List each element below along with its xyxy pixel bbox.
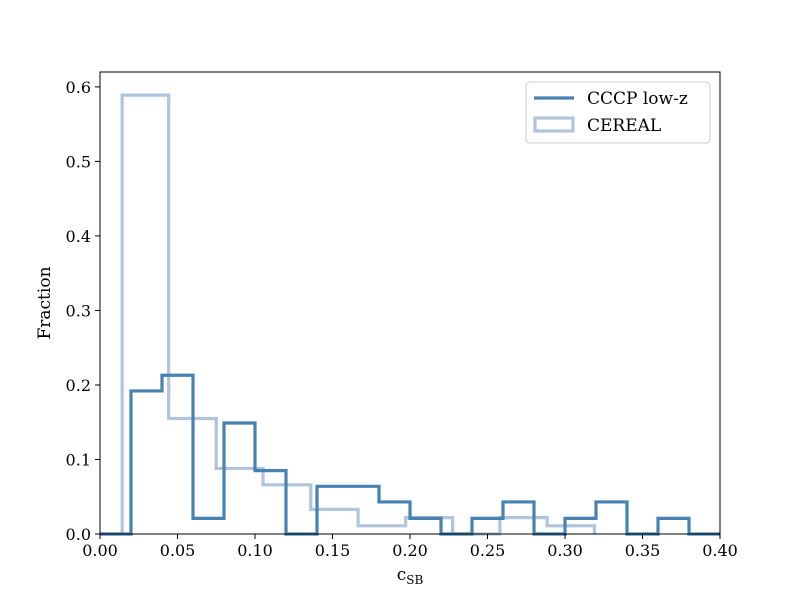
legend-swatch-cereal bbox=[533, 116, 575, 133]
x-axis-label-main: c bbox=[397, 565, 407, 585]
series-step-cccp-low-z bbox=[100, 373, 720, 536]
y-tick-label: 0.0 bbox=[66, 525, 91, 544]
x-tick-label: 0.15 bbox=[315, 541, 351, 560]
y-tick-label: 0.6 bbox=[66, 78, 91, 97]
x-axis-label: cSB bbox=[397, 565, 424, 587]
y-tick-label: 0.2 bbox=[66, 376, 91, 395]
y-tick-label: 0.4 bbox=[66, 227, 91, 246]
x-tick-label: 0.40 bbox=[702, 541, 738, 560]
y-tick-label: 0.1 bbox=[66, 450, 91, 469]
legend: CCCP low-z CEREAL bbox=[525, 81, 711, 144]
x-tick-label: 0.10 bbox=[237, 541, 273, 560]
legend-label-cereal: CEREAL bbox=[587, 116, 661, 136]
x-tick-label: 0.30 bbox=[547, 541, 583, 560]
y-tick-label: 0.3 bbox=[66, 301, 91, 320]
x-tick-label: 0.05 bbox=[160, 541, 196, 560]
series-step-cereal bbox=[100, 93, 597, 536]
ticks-layer: 0.00 0.05 0.10 0.15 0.20 0.25 0.30 0.35 0.40 0.0 0… bbox=[66, 78, 738, 560]
y-axis-label: Fraction bbox=[35, 266, 55, 339]
x-axis-label-subscript: SB bbox=[406, 573, 423, 587]
x-tick-label: 0.00 bbox=[82, 541, 118, 560]
x-tick-label: 0.35 bbox=[625, 541, 661, 560]
y-tick-label: 0.5 bbox=[66, 152, 91, 171]
x-tick-label: 0.25 bbox=[470, 541, 506, 560]
x-tick-label: 0.20 bbox=[392, 541, 428, 560]
series-layer bbox=[100, 93, 720, 536]
legend-label-cccp-low-z: CCCP low-z bbox=[587, 89, 688, 109]
